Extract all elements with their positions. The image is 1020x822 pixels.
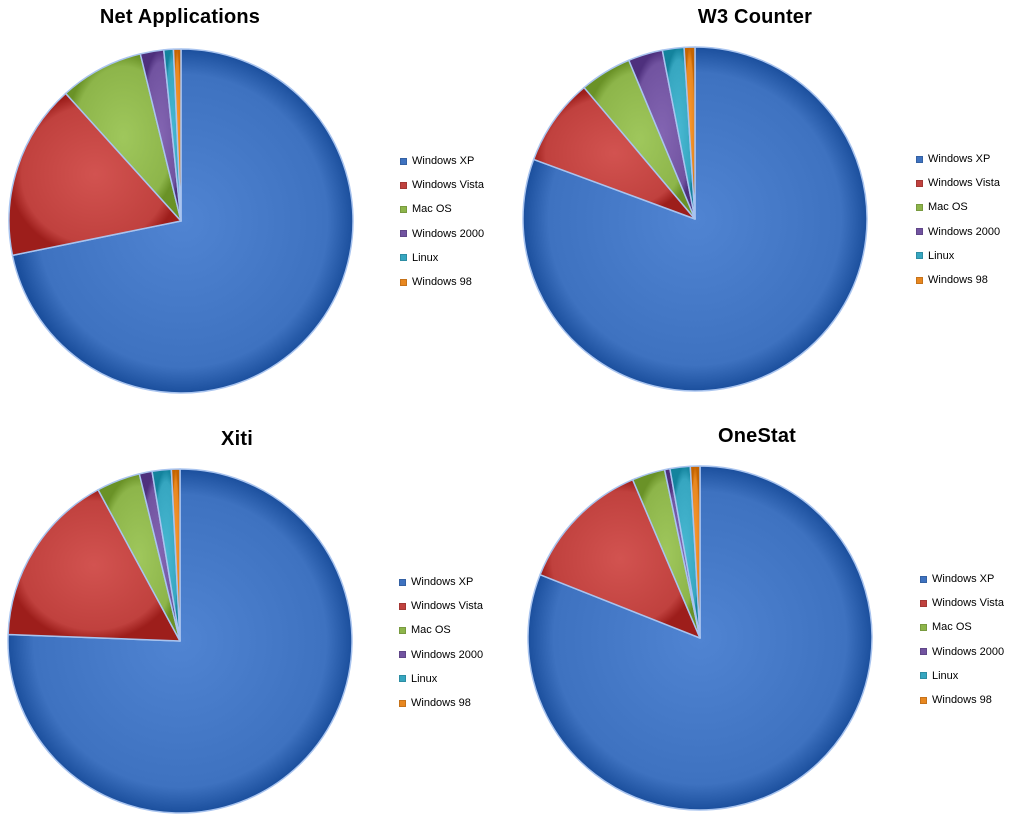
legend-label: Windows XP [412, 155, 475, 168]
legend-swatch [920, 696, 927, 704]
chart-title: W3 Counter [697, 6, 813, 28]
legend-swatch [916, 276, 923, 284]
legend-label: Windows Vista [412, 179, 484, 192]
pie-slice-windows-vista [7, 489, 181, 642]
legend-label: Linux [412, 251, 439, 264]
legend-item-windows-98: Windows 98 [916, 268, 1000, 292]
legend-label: Windows Vista [928, 177, 1000, 190]
legend-swatch [916, 228, 923, 236]
legend-label: Windows 2000 [928, 225, 1001, 238]
legend-item-windows-2000: Windows 2000 [920, 640, 1004, 664]
legend-swatch [399, 578, 406, 586]
legend-swatch [399, 651, 406, 659]
legend-item-linux: Linux [400, 246, 484, 270]
legend-swatch [400, 278, 407, 286]
legend-item-mac-os: Mac OS [920, 615, 1004, 639]
legend-swatch [920, 648, 927, 656]
legend-item-windows-98: Windows 98 [399, 691, 483, 715]
pie-chart [527, 465, 873, 811]
legend-label: Linux [411, 672, 438, 685]
pie-chart [522, 46, 868, 392]
legend-item-linux: Linux [920, 664, 1004, 688]
chart-xiti: Xiti Windows XP Windows Vista Mac OS Window… [0, 411, 510, 822]
legend-label: Linux [932, 669, 959, 682]
legend: Windows XP Windows Vista Mac OS Windows 200… [916, 147, 1000, 292]
legend-item-windows-98: Windows 98 [920, 688, 1004, 712]
pie-chart [7, 468, 353, 814]
legend-swatch [920, 623, 927, 631]
legend-item-linux: Linux [916, 244, 1000, 268]
legend-item-windows-xp: Windows XP [916, 147, 1000, 171]
legend-label: Mac OS [412, 203, 452, 216]
legend-label: Windows 2000 [411, 648, 484, 661]
legend-label: Windows XP [928, 153, 991, 166]
legend-swatch [916, 179, 923, 187]
legend-swatch [400, 157, 407, 165]
legend-label: Windows 98 [928, 274, 988, 287]
legend-swatch [399, 675, 406, 683]
chart-title: Xiti [221, 428, 253, 450]
pie-slice-windows-98 [683, 46, 696, 220]
legend-item-mac-os: Mac OS [916, 195, 1000, 219]
chart-net-applications: Net Applications Windows XP Windows Vista… [0, 0, 510, 411]
legend-swatch [400, 205, 407, 213]
legend-item-mac-os: Mac OS [400, 197, 484, 221]
legend-item-windows-xp: Windows XP [400, 149, 484, 173]
legend-label: Mac OS [932, 621, 972, 634]
legend-item-windows-vista: Windows Vista [399, 594, 483, 618]
pie-slice-windows-vista [532, 86, 696, 220]
legend-swatch [400, 230, 407, 238]
legend-label: Windows XP [411, 576, 474, 589]
legend-swatch [400, 181, 407, 189]
legend-swatch [920, 599, 927, 607]
legend-swatch [920, 672, 927, 680]
pie-slice-windows-vista [8, 92, 182, 257]
legend-label: Mac OS [928, 201, 968, 214]
legend-item-mac-os: Mac OS [399, 618, 483, 642]
legend-item-windows-vista: Windows Vista [400, 173, 484, 197]
pie-slice-windows-xp [11, 48, 354, 394]
legend-label: Windows 98 [411, 697, 471, 710]
legend-label: Linux [928, 249, 955, 262]
legend-item-linux: Linux [399, 667, 483, 691]
legend-label: Windows Vista [932, 597, 1004, 610]
legend-swatch [399, 602, 406, 610]
legend-label: Windows 98 [412, 276, 472, 289]
legend: Windows XP Windows Vista Mac OS Windows 200… [400, 149, 484, 294]
legend-item-windows-xp: Windows XP [399, 570, 483, 594]
legend-swatch [399, 626, 406, 634]
legend-swatch [916, 252, 923, 260]
legend-label: Windows XP [932, 573, 995, 586]
legend-label: Windows Vista [411, 600, 483, 613]
chart-w3-counter: W3 Counter Windows XP Windows Vista Mac OS… [510, 0, 1020, 411]
legend-label: Windows 98 [932, 694, 992, 707]
pie-slice-windows-98 [689, 465, 701, 639]
legend-item-windows-2000: Windows 2000 [400, 222, 484, 246]
legend-swatch [399, 699, 406, 707]
legend-item-windows-98: Windows 98 [400, 270, 484, 294]
pie-slice-windows-vista [539, 478, 701, 639]
pie-slice-windows-98 [170, 468, 181, 642]
legend-label: Windows 2000 [932, 645, 1005, 658]
legend-item-windows-vista: Windows Vista [920, 591, 1004, 615]
chart-title: OneStat [717, 425, 797, 447]
legend-item-windows-vista: Windows Vista [916, 171, 1000, 195]
pie-chart [8, 48, 354, 394]
legend-swatch [916, 155, 923, 163]
legend-swatch [916, 203, 923, 211]
legend-label: Mac OS [411, 624, 451, 637]
legend-swatch [920, 575, 927, 583]
legend-item-windows-2000: Windows 2000 [399, 643, 483, 667]
chart-onestat: OneStat Windows XP Windows Vista Mac OS Win… [510, 411, 1020, 822]
legend-label: Windows 2000 [412, 227, 485, 240]
legend: Windows XP Windows Vista Mac OS Windows 200… [920, 567, 1004, 712]
legend-item-windows-xp: Windows XP [920, 567, 1004, 591]
legend: Windows XP Windows Vista Mac OS Windows 200… [399, 570, 483, 715]
pie-slice-windows-98 [172, 48, 182, 222]
legend-item-windows-2000: Windows 2000 [916, 220, 1000, 244]
chart-title: Net Applications [99, 6, 261, 28]
legend-swatch [400, 254, 407, 262]
